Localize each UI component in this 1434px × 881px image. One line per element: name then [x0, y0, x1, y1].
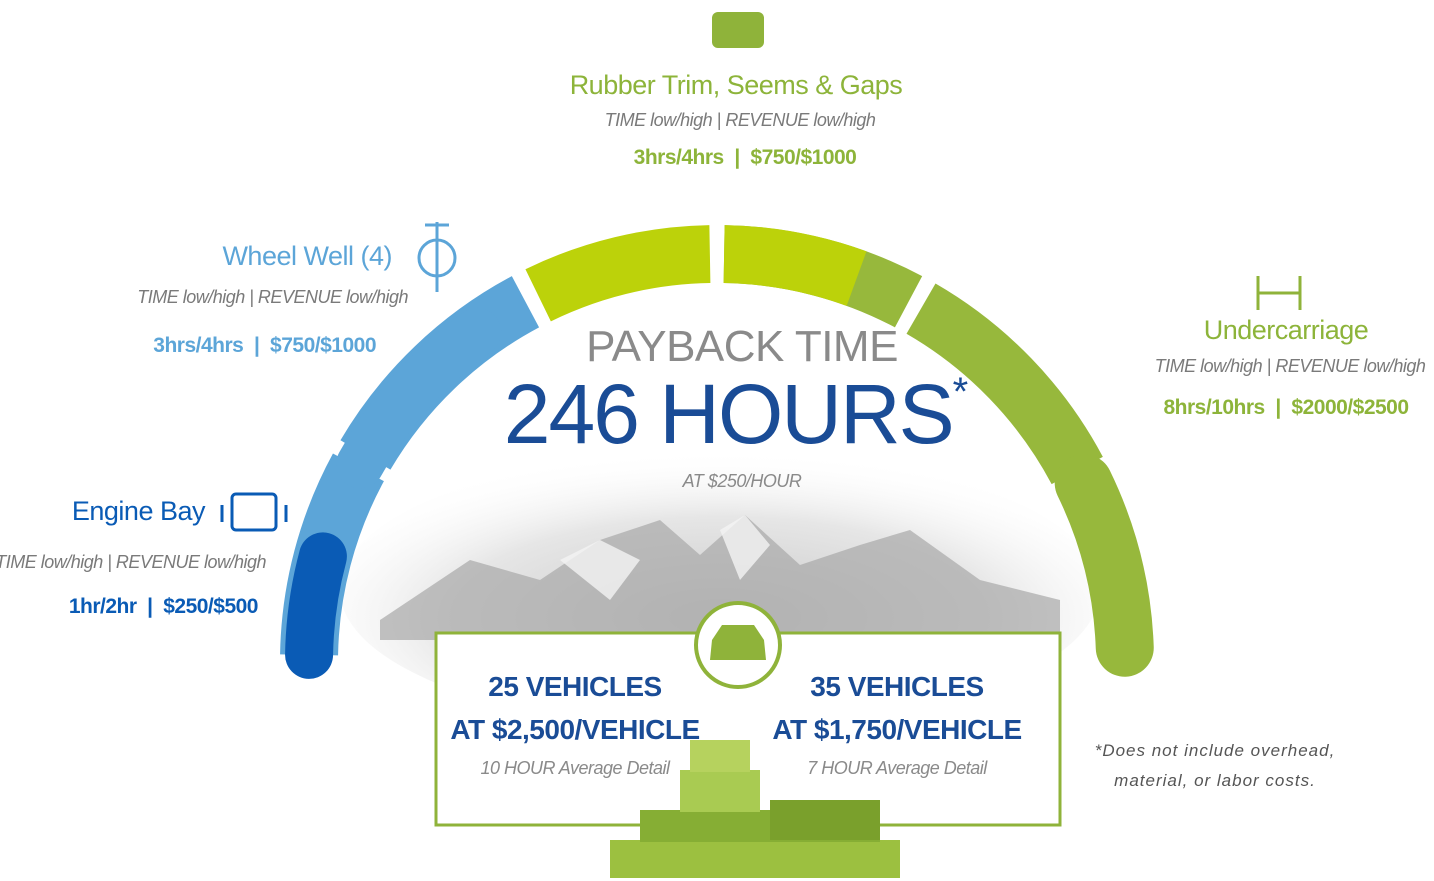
engine-icon — [222, 494, 286, 530]
service-legend: TIME low/high | REVENUE low/high — [1155, 357, 1426, 375]
page: Rubber Trim, Seems & Gaps TIME low/high … — [0, 0, 1434, 881]
scenario-note: 10 HOUR Average Detail — [480, 759, 669, 777]
gauge-segment — [1084, 483, 1125, 648]
service-figures: 3hrs/4hrs | $750/$1000 — [153, 335, 376, 356]
scenario-note: 7 HOUR Average Detail — [807, 759, 987, 777]
service-legend: TIME low/high | REVENUE low/high — [605, 111, 876, 129]
gauge-segment — [724, 254, 856, 279]
chassis-icon — [1258, 276, 1300, 310]
car-icon — [712, 12, 764, 48]
disclaimer: *Does not include overhead, material, or… — [1085, 736, 1345, 796]
service-title: Undercarriage — [1204, 317, 1369, 344]
scenario-volume: 25 VEHICLES — [488, 673, 661, 701]
service-legend: TIME low/high | REVENUE low/high — [0, 553, 266, 571]
wheel-icon — [419, 222, 455, 292]
service-figures: 1hr/2hr | $250/$500 — [69, 596, 258, 617]
service-title: Engine Bay — [72, 498, 205, 525]
service-legend: TIME low/high | REVENUE low/high — [137, 288, 408, 306]
scenario-volume: 35 VEHICLES — [810, 673, 983, 701]
gauge-segment — [309, 556, 323, 654]
footnote-mark: * — [953, 370, 967, 414]
service-figures: 3hrs/4hrs | $750/$1000 — [634, 147, 857, 168]
headline: 246 HOURS* — [504, 372, 966, 456]
gauge-segment — [360, 332, 477, 464]
service-figures: 8hrs/10hrs | $2000/$2500 — [1163, 397, 1408, 418]
service-title: Wheel Well (4) — [222, 243, 392, 270]
headline-text: 246 HOURS — [504, 367, 953, 461]
rate: AT $250/HOUR — [683, 472, 802, 490]
gauge-segment — [538, 254, 710, 295]
scenario-price: AT $2,500/VEHICLE — [450, 716, 699, 744]
eyebrow: PAYBACK TIME — [586, 325, 898, 369]
scenario-price: AT $1,750/VEHICLE — [772, 716, 1021, 744]
service-title: Rubber Trim, Seems & Gaps — [570, 72, 903, 99]
